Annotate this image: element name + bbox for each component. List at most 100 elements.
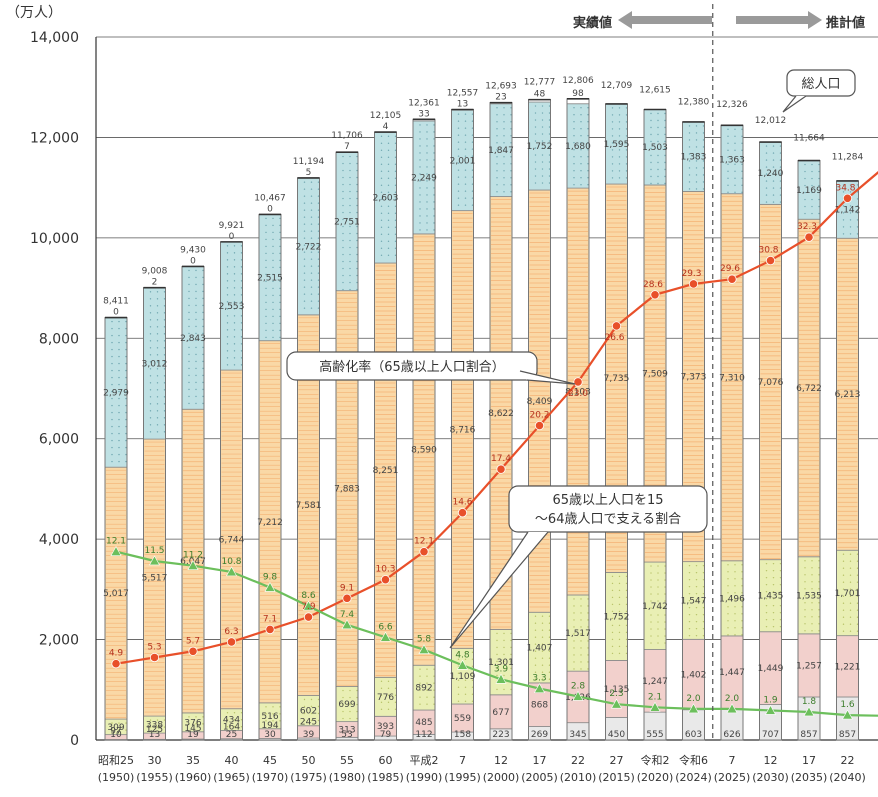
total-label: 11,706 — [331, 131, 363, 141]
dot — [381, 255, 382, 256]
dot — [111, 454, 112, 455]
dot — [265, 288, 266, 289]
dot — [272, 260, 273, 261]
aging-rate-label: 29.6 — [720, 264, 740, 274]
dot — [164, 431, 165, 432]
dot — [381, 164, 382, 165]
x-era-label: 60 — [379, 754, 393, 767]
dot — [689, 593, 690, 594]
dot — [741, 606, 742, 607]
dot — [741, 129, 742, 130]
total-label: 12,326 — [716, 100, 748, 110]
dot — [857, 561, 858, 562]
dot — [696, 593, 697, 594]
dot — [433, 229, 434, 230]
dot — [304, 230, 305, 231]
x-era-label: 7 — [729, 754, 736, 767]
dot — [626, 177, 627, 178]
dot — [318, 699, 319, 700]
dot — [619, 121, 620, 122]
dot — [741, 136, 742, 137]
dot — [111, 349, 112, 350]
dot — [689, 607, 690, 608]
dot — [650, 586, 651, 587]
dot — [381, 185, 382, 186]
dot — [195, 305, 196, 306]
segment-value-label: 223 — [492, 730, 509, 740]
total-population-label: 総人口 — [801, 77, 840, 92]
dot — [433, 131, 434, 132]
dot — [356, 247, 357, 248]
dot — [650, 162, 651, 163]
dot — [426, 138, 427, 139]
dot — [689, 174, 690, 175]
dot — [342, 690, 343, 691]
dot — [395, 171, 396, 172]
dot — [664, 155, 665, 156]
dot — [118, 461, 119, 462]
dot — [349, 282, 350, 283]
segment-value-label: 2,843 — [180, 334, 206, 344]
dot — [573, 668, 574, 669]
dot — [734, 185, 735, 186]
dot — [857, 603, 858, 604]
dot — [703, 181, 704, 182]
dot — [349, 254, 350, 255]
dot — [311, 209, 312, 210]
x-era-label: 40 — [225, 754, 239, 767]
dot — [587, 598, 588, 599]
dot — [496, 191, 497, 192]
dot — [265, 260, 266, 261]
dot — [587, 135, 588, 136]
dot — [381, 150, 382, 151]
dot — [202, 382, 203, 383]
dot — [157, 354, 158, 355]
dot — [612, 639, 613, 640]
x-year-label: (1985) — [367, 771, 404, 784]
aging-rate-label: 29.3 — [681, 269, 701, 279]
segment-value-label: 158 — [454, 730, 471, 740]
dot — [689, 565, 690, 566]
dot — [850, 554, 851, 555]
dot — [542, 182, 543, 183]
dot — [118, 335, 119, 336]
dot — [426, 124, 427, 125]
dot — [157, 340, 158, 341]
dot — [657, 162, 658, 163]
dot — [318, 230, 319, 231]
dot — [657, 141, 658, 142]
dot — [164, 375, 165, 376]
dot — [657, 565, 658, 566]
dot — [657, 635, 658, 636]
dot — [626, 625, 627, 626]
dot — [279, 225, 280, 226]
x-year-label: (2025) — [714, 771, 751, 784]
dot — [318, 272, 319, 273]
dot — [125, 328, 126, 329]
dot — [703, 614, 704, 615]
dot — [696, 621, 697, 622]
dot — [657, 169, 658, 170]
dot — [356, 261, 357, 262]
dot — [318, 237, 319, 238]
dot — [111, 321, 112, 322]
dot — [535, 637, 536, 638]
dot — [241, 245, 242, 246]
dot — [419, 704, 420, 705]
dot — [458, 197, 459, 198]
dot — [696, 146, 697, 147]
dot — [388, 143, 389, 144]
dot — [195, 284, 196, 285]
dot — [311, 286, 312, 287]
dot — [188, 284, 189, 285]
dot — [650, 572, 651, 573]
dot — [650, 635, 651, 636]
dot — [549, 168, 550, 169]
dot — [804, 588, 805, 589]
dot — [388, 206, 389, 207]
dot — [773, 626, 774, 627]
dot — [279, 295, 280, 296]
dot — [818, 199, 819, 200]
dot — [458, 694, 459, 695]
